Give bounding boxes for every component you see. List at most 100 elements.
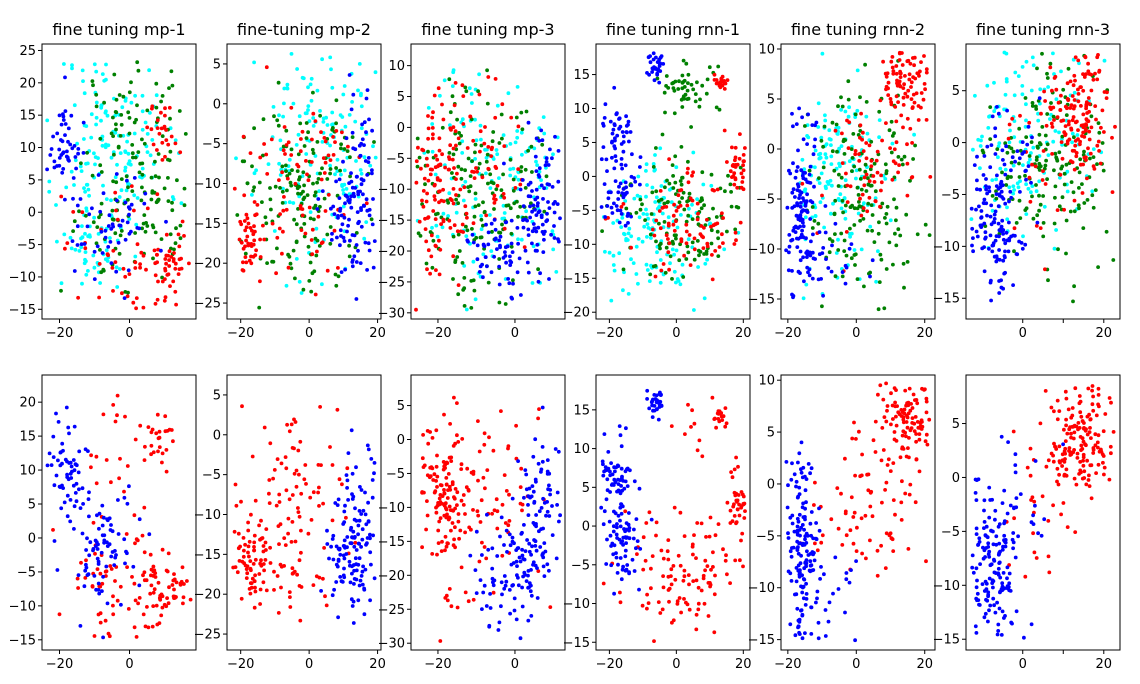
point-blue — [98, 209, 103, 214]
point-red — [718, 85, 723, 90]
point-blue — [351, 621, 356, 625]
point-green — [156, 197, 161, 202]
point-blue — [978, 187, 982, 192]
point-red — [676, 553, 681, 558]
point-blue — [120, 218, 125, 223]
point-blue — [801, 220, 805, 225]
point-blue — [123, 200, 128, 205]
point-cyan — [133, 254, 138, 259]
point-blue — [509, 241, 514, 246]
point-cyan — [854, 176, 858, 181]
point-red — [853, 149, 858, 153]
point-red — [302, 477, 307, 482]
point-green — [503, 302, 508, 306]
point-red — [649, 586, 653, 591]
point-green — [686, 159, 690, 164]
point-green — [681, 94, 686, 99]
point-red — [860, 192, 865, 197]
point-blue — [523, 549, 528, 553]
point-blue — [989, 143, 994, 148]
point-green — [519, 110, 524, 115]
point-red — [502, 195, 507, 200]
point-green — [476, 89, 480, 94]
point-red — [1043, 99, 1047, 103]
point-blue — [109, 261, 114, 265]
point-red — [1089, 125, 1094, 130]
point-red — [323, 139, 328, 144]
point-red — [909, 85, 913, 89]
point-blue — [617, 184, 621, 189]
point-cyan — [877, 135, 881, 140]
point-red — [1087, 109, 1091, 114]
point-green — [263, 215, 268, 220]
point-cyan — [358, 168, 363, 172]
point-cyan — [969, 217, 974, 222]
point-cyan — [1003, 92, 1008, 97]
point-blue — [364, 542, 368, 547]
point-green — [1005, 150, 1010, 155]
point-red — [678, 563, 683, 568]
point-blue — [518, 187, 523, 192]
point-blue — [355, 174, 359, 179]
point-blue — [817, 230, 822, 235]
point-red — [250, 228, 254, 233]
point-cyan — [281, 114, 285, 119]
point-blue — [536, 225, 541, 230]
point-red — [700, 454, 705, 459]
point-red — [298, 618, 303, 623]
point-red — [861, 130, 865, 135]
point-red — [424, 239, 429, 244]
point-green — [857, 204, 862, 209]
point-blue — [503, 220, 508, 225]
point-blue — [528, 495, 532, 500]
point-green — [85, 150, 89, 155]
point-blue — [515, 270, 520, 275]
point-red — [303, 463, 308, 467]
point-green — [317, 244, 322, 248]
point-red — [1078, 139, 1082, 144]
point-red — [272, 468, 277, 472]
point-cyan — [140, 127, 145, 132]
point-blue — [354, 465, 358, 470]
point-red — [164, 261, 169, 266]
point-blue — [93, 538, 98, 543]
point-cyan — [541, 115, 546, 119]
point-red — [267, 478, 272, 482]
point-red — [601, 581, 606, 586]
point-green — [170, 208, 175, 213]
point-green — [1035, 155, 1039, 160]
point-red — [898, 84, 903, 89]
point-green — [820, 304, 824, 309]
point-blue — [808, 164, 813, 169]
point-red — [421, 433, 425, 437]
point-green — [261, 153, 265, 158]
point-blue — [509, 218, 514, 223]
point-cyan — [484, 155, 489, 160]
point-cyan — [359, 126, 364, 131]
point-blue — [999, 179, 1004, 184]
point-green — [162, 186, 167, 191]
point-blue — [1000, 183, 1005, 188]
point-green — [423, 182, 427, 187]
point-red — [110, 266, 115, 270]
point-blue — [354, 297, 359, 301]
point-blue — [356, 598, 361, 603]
point-red — [163, 414, 168, 419]
point-red — [694, 556, 698, 560]
point-red — [262, 568, 266, 573]
point-red — [720, 211, 724, 216]
point-red — [181, 601, 185, 606]
point-blue — [619, 511, 624, 516]
point-red — [164, 604, 169, 609]
point-green — [91, 83, 95, 88]
point-red — [282, 195, 286, 199]
point-red — [1065, 81, 1070, 86]
point-blue — [536, 461, 541, 466]
point-green — [651, 264, 656, 269]
point-blue — [499, 580, 504, 585]
point-red — [643, 558, 648, 563]
point-red — [439, 222, 443, 227]
x-tick-label: 20 — [1096, 326, 1113, 341]
point-red — [1088, 151, 1093, 156]
